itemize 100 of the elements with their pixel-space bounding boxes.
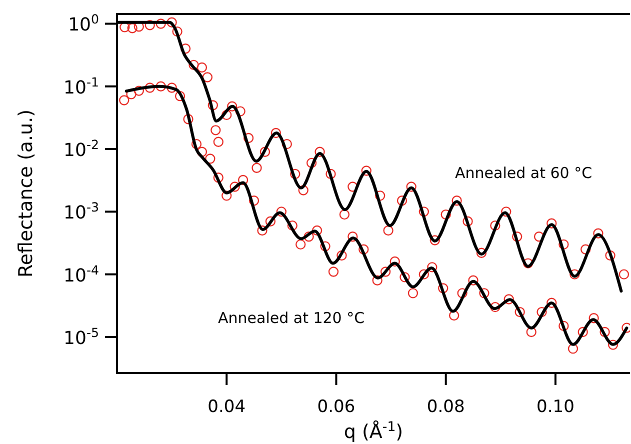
point — [208, 100, 218, 110]
point — [127, 23, 138, 34]
point — [235, 106, 246, 116]
point — [490, 220, 500, 231]
point — [383, 225, 394, 236]
point — [468, 275, 478, 286]
point — [526, 326, 536, 338]
point — [605, 250, 616, 261]
point — [476, 248, 487, 258]
point — [282, 138, 292, 150]
point — [312, 225, 322, 236]
point — [339, 209, 350, 220]
point — [588, 313, 599, 324]
point — [298, 185, 308, 196]
y-tick-label: 10$^{-5}$ — [64, 324, 99, 349]
point — [430, 235, 440, 246]
point — [418, 269, 430, 280]
x-tick-label: 0.10 — [536, 397, 574, 417]
annotation: Annealed at 120 °C — [218, 309, 365, 327]
point — [440, 209, 451, 220]
point — [230, 182, 240, 192]
point — [134, 86, 144, 96]
point — [372, 275, 382, 286]
x-axis-title: q (Å$^{-1}$) — [344, 420, 404, 443]
point — [514, 306, 525, 318]
point — [568, 344, 578, 354]
point — [546, 218, 557, 228]
point — [504, 294, 514, 304]
y-tick-label: 10$^{-1}$ — [64, 74, 99, 98]
point — [213, 136, 224, 147]
point — [156, 18, 166, 29]
point — [374, 190, 386, 201]
point — [600, 326, 610, 338]
point — [326, 168, 336, 180]
point — [314, 146, 325, 157]
point — [119, 95, 130, 106]
point — [144, 82, 155, 93]
point — [202, 72, 213, 82]
point — [210, 125, 221, 136]
point — [166, 17, 177, 28]
point — [304, 232, 314, 242]
point — [243, 132, 254, 144]
point — [390, 256, 400, 267]
point — [156, 81, 166, 92]
point — [222, 110, 232, 120]
point — [406, 182, 416, 192]
y-axis-title: Reflectance (a.u.) — [15, 109, 37, 278]
x-tick-label: 0.06 — [317, 397, 356, 417]
point — [361, 166, 372, 176]
point — [618, 269, 630, 280]
point — [180, 44, 191, 54]
point — [270, 128, 282, 138]
point — [448, 310, 460, 321]
point — [226, 101, 238, 112]
point — [593, 228, 604, 238]
point — [276, 206, 287, 217]
point — [265, 216, 276, 226]
point — [252, 162, 262, 173]
point — [380, 266, 391, 277]
point — [462, 216, 473, 226]
point — [257, 225, 268, 236]
point — [183, 114, 194, 124]
x-tick-label: 0.04 — [208, 397, 246, 417]
point — [296, 239, 306, 250]
point — [172, 26, 182, 37]
point — [205, 154, 216, 164]
point — [580, 244, 591, 254]
point — [400, 272, 410, 282]
point — [238, 174, 248, 186]
point — [290, 168, 300, 180]
x-tick-label: 0.08 — [426, 397, 465, 417]
point — [558, 320, 569, 332]
point — [320, 241, 330, 252]
point — [536, 306, 547, 318]
point — [457, 288, 468, 298]
point — [512, 232, 522, 242]
annotation: Annealed at 60 °C — [455, 164, 592, 182]
point — [248, 196, 260, 206]
point — [188, 60, 199, 70]
point — [196, 62, 208, 73]
point — [427, 262, 438, 272]
y-tick-label: 10$^{-2}$ — [64, 136, 99, 162]
point — [120, 22, 130, 32]
point — [578, 326, 588, 338]
point — [191, 138, 202, 150]
point — [287, 220, 298, 231]
point — [408, 288, 418, 298]
point — [438, 283, 448, 294]
point — [348, 232, 358, 242]
point — [608, 340, 618, 350]
point — [522, 258, 534, 268]
point — [358, 244, 369, 254]
point — [570, 269, 580, 280]
point — [222, 190, 232, 201]
point — [336, 250, 347, 261]
point — [306, 158, 317, 168]
point — [501, 206, 512, 217]
point — [174, 90, 186, 102]
point — [452, 196, 462, 206]
y-tick-label: 10$^{-3}$ — [64, 199, 99, 224]
